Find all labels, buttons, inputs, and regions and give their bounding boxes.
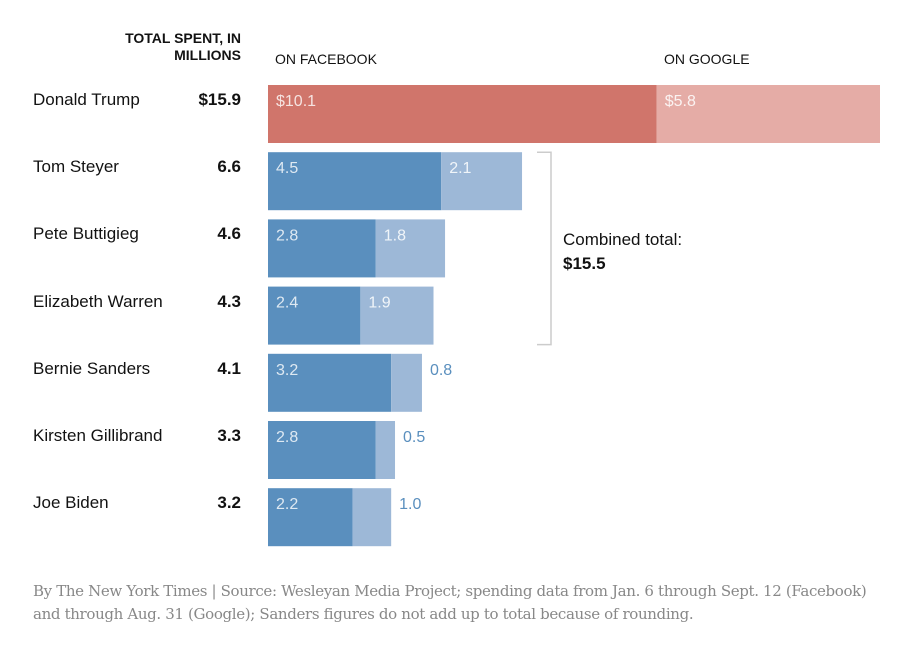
candidate-name-pete-buttigieg: Pete Buttigieg: [33, 224, 139, 244]
combined-total-label: Combined total:: [563, 230, 683, 249]
bar-google-bernie-sanders: [391, 353, 422, 412]
label-google-elizabeth-warren: 1.9: [368, 295, 390, 312]
bar-google-joe-biden: [352, 488, 392, 547]
total-spent-kirsten-gillibrand: 3.3: [217, 426, 241, 445]
bar-google-tom-steyer: [441, 152, 523, 211]
label-facebook-joe-biden: 2.2: [276, 496, 298, 513]
label-facebook-tom-steyer: 4.5: [276, 160, 298, 177]
candidate-name-kirsten-gillibrand: Kirsten Gillibrand: [33, 426, 163, 445]
bar-google-elizabeth-warren: [360, 286, 434, 345]
label-google-bernie-sanders: 0.8: [430, 362, 452, 379]
bar-google-donald-trump: [656, 85, 880, 143]
candidate-name-bernie-sanders: Bernie Sanders: [33, 358, 151, 378]
label-facebook-kirsten-gillibrand: 2.8: [276, 429, 298, 446]
total-spent-pete-buttigieg: 4.6: [217, 224, 241, 244]
header-total-spent: TOTAL SPENT, IN MILLIONS: [125, 30, 241, 63]
bar-google-pete-buttigieg: [375, 219, 446, 278]
total-spent-donald-trump: $15.9: [198, 90, 241, 109]
bar-facebook-donald-trump: [268, 85, 657, 143]
bar-facebook-kirsten-gillibrand: [268, 421, 376, 479]
label-google-donald-trump: $5.8: [665, 93, 696, 110]
combined-total-bracket: [537, 151, 552, 346]
label-facebook-bernie-sanders: 3.2: [276, 362, 298, 379]
total-spent-bernie-sanders: 4.1: [217, 358, 241, 378]
total-spent-joe-biden: 3.2: [217, 493, 241, 513]
combined-total-annotation: Combined total: $15.5: [563, 228, 682, 276]
bar-facebook-pete-buttigieg: [268, 219, 376, 278]
candidate-name-joe-biden: Joe Biden: [33, 493, 109, 513]
bar-facebook-bernie-sanders: [268, 353, 392, 412]
header-on-facebook: ON FACEBOOK: [275, 51, 377, 67]
candidate-name-donald-trump: Donald Trump: [33, 90, 140, 109]
bar-google-kirsten-gillibrand: [375, 421, 396, 479]
label-google-joe-biden: 1.0: [399, 496, 421, 513]
label-facebook-pete-buttigieg: 2.8: [276, 227, 298, 244]
source-footer: By The New York Times | Source: Wesleyan…: [33, 582, 867, 623]
candidate-name-tom-steyer: Tom Steyer: [33, 157, 119, 177]
label-facebook-donald-trump: $10.1: [276, 93, 316, 110]
bar-facebook-joe-biden: [268, 488, 353, 547]
stacked-bar-chart: $10.1 $5.8 4.5 2.1 2.8 1.8 2.4 1.9 3.2 0.8 2.8 0.5 2…: [268, 85, 880, 547]
bar-facebook-elizabeth-warren: [268, 286, 361, 345]
total-spent-elizabeth-warren: 4.3: [217, 291, 241, 311]
candidate-name-elizabeth-warren: Elizabeth Warren: [33, 291, 163, 311]
header-on-google: ON GOOGLE: [664, 51, 750, 67]
combined-total-value: $15.5: [563, 254, 606, 273]
label-google-tom-steyer: 2.1: [449, 160, 471, 177]
bar-facebook-tom-steyer: [268, 152, 442, 211]
label-google-pete-buttigieg: 1.8: [384, 227, 406, 244]
total-spent-tom-steyer: 6.6: [217, 157, 241, 177]
label-facebook-elizabeth-warren: 2.4: [276, 295, 298, 312]
label-google-kirsten-gillibrand: 0.5: [403, 429, 425, 446]
